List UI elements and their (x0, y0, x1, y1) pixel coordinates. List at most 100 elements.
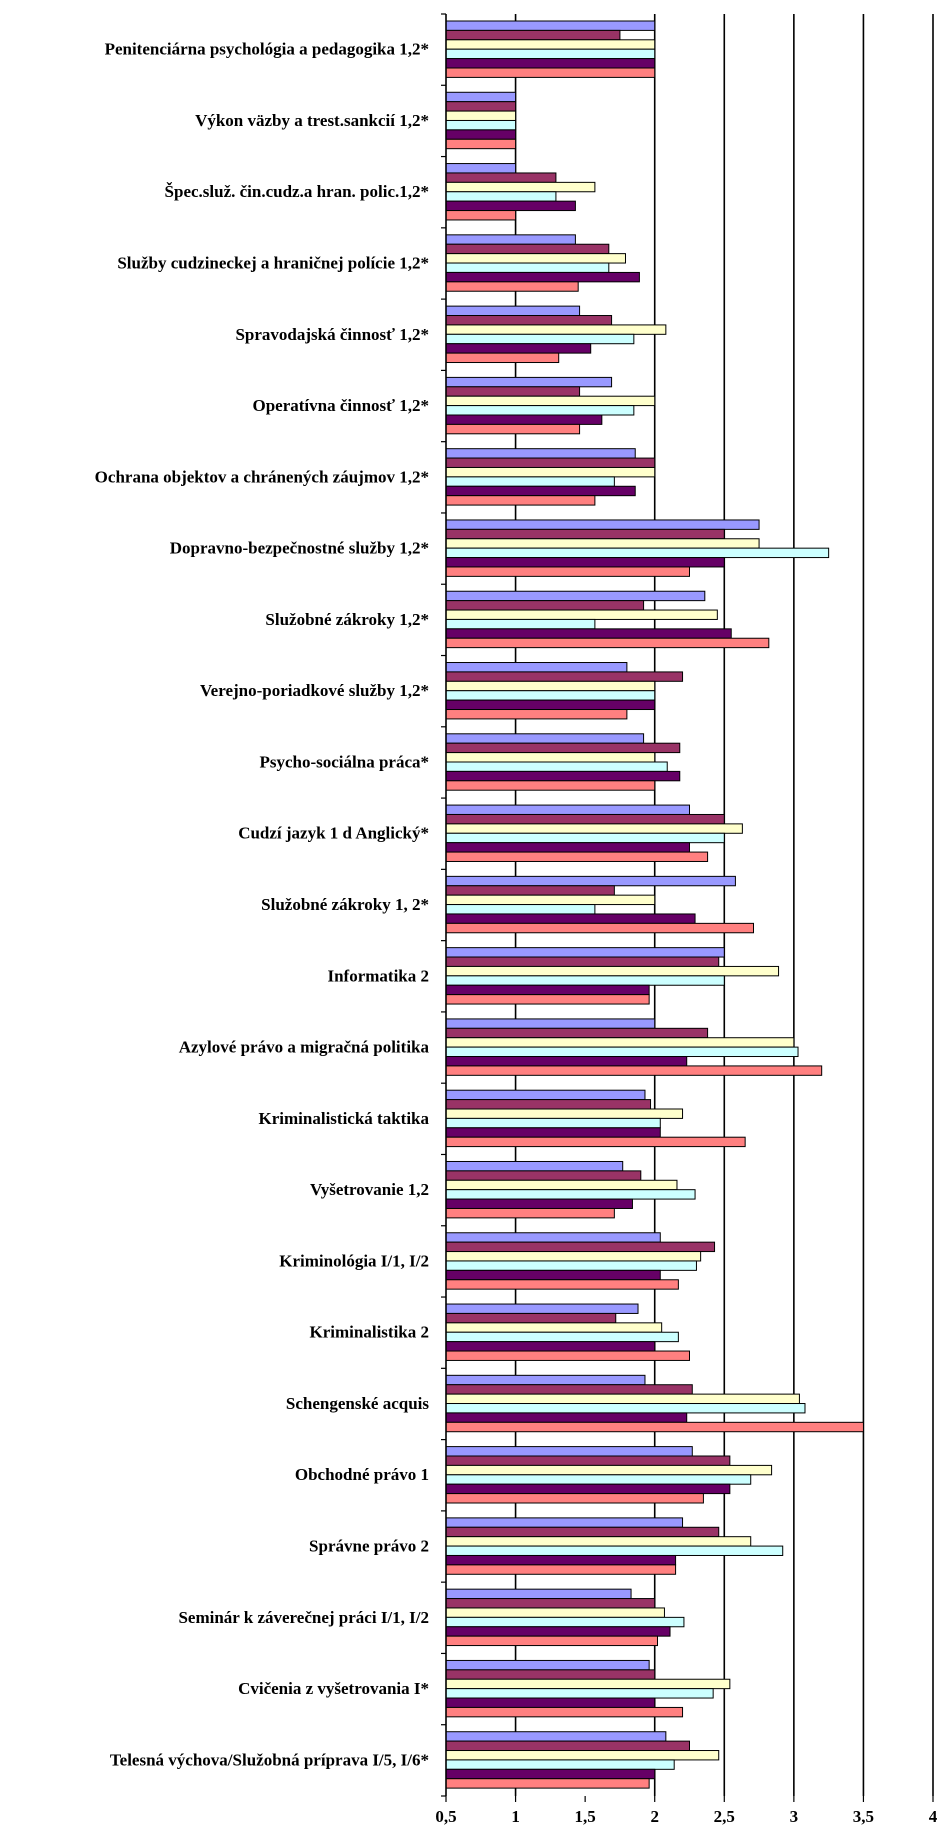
bar (445, 448, 636, 459)
category-label: Služobné zákroky 1, 2* (261, 895, 429, 914)
category-label: Vyšetrovanie 1,2 (310, 1180, 429, 1199)
bar (445, 875, 736, 887)
bar (445, 742, 681, 754)
bar (445, 1616, 685, 1628)
bar (445, 1412, 688, 1423)
bar (445, 1189, 696, 1200)
category-label: Správne právo 2 (309, 1537, 429, 1556)
bar (445, 975, 725, 986)
category-label: Špec.služ. čin.cudz.a hran. polic.1,2* (165, 182, 429, 201)
tick-label: 3,5 (853, 1807, 874, 1826)
bar (445, 395, 656, 407)
bar (445, 528, 725, 540)
bar (445, 538, 760, 549)
bar (445, 110, 517, 121)
bar (445, 1588, 632, 1600)
bar (445, 851, 709, 862)
bar (445, 813, 725, 825)
bar (445, 1564, 677, 1575)
bar (445, 172, 557, 183)
bar (445, 600, 645, 611)
category-label: Cudzí jazyk 1 d Anglický* (238, 824, 429, 843)
bar (445, 965, 780, 977)
bar (445, 324, 667, 335)
bar (445, 1536, 752, 1547)
bar (445, 770, 681, 782)
bar (445, 1179, 678, 1191)
bar (445, 1768, 656, 1780)
bar (445, 1108, 684, 1119)
category-label: Cvičenia z vyšetrovania I* (238, 1679, 429, 1698)
bar (445, 1697, 656, 1708)
bar (445, 457, 656, 468)
category-label: Seminár k záverečnej práci I/1, I/2 (178, 1608, 429, 1627)
bar (445, 1526, 720, 1538)
bar (445, 1198, 633, 1209)
bar (445, 210, 517, 221)
bar (445, 1517, 684, 1528)
bar (445, 414, 603, 425)
x-axis-ticks: 0,5 1 1,5 2 2,5 3 3,5 4 (435, 1807, 937, 1826)
bar (445, 1303, 639, 1314)
bar (445, 1170, 642, 1181)
bar (445, 386, 581, 397)
bar (445, 1018, 656, 1029)
bar (445, 1127, 661, 1138)
bar (445, 1403, 806, 1414)
tick-label: 4 (929, 1807, 938, 1826)
bar (445, 181, 596, 193)
bar (445, 333, 635, 345)
bar (445, 1446, 693, 1457)
bar (445, 984, 650, 996)
bars (445, 20, 864, 1789)
category-label: Kriminalistika 2 (310, 1323, 429, 1342)
category-label: Telesná výchova/Služobná príprava I/5, I… (110, 1750, 429, 1769)
bar (445, 609, 718, 620)
category-label: Služobné zákroky 1,2* (265, 610, 429, 629)
bar (445, 780, 656, 791)
category-label: Služby cudzineckej a hraničnej polície 1… (117, 253, 429, 272)
bar (445, 352, 560, 364)
bar (445, 1056, 688, 1067)
bar (445, 519, 760, 530)
bar (445, 1207, 615, 1219)
bar (445, 1493, 704, 1504)
bar (445, 20, 656, 31)
tick-label: 2 (650, 1807, 659, 1826)
bar (445, 200, 576, 212)
bar (445, 1393, 800, 1405)
bar (445, 67, 656, 78)
y-axis (441, 13, 934, 1802)
bar (445, 48, 656, 60)
bar (445, 101, 517, 112)
tick-label: 1 (511, 1807, 520, 1826)
bar (445, 271, 640, 283)
bar (445, 733, 645, 744)
category-label: Ochrana objektov a chránených záujmov 1,… (95, 467, 429, 486)
bar (445, 91, 517, 103)
bar (445, 234, 576, 245)
bar (445, 709, 628, 720)
bar (445, 547, 830, 559)
bar (445, 58, 656, 69)
bar (445, 1384, 693, 1395)
bar (445, 1322, 663, 1333)
bar (445, 315, 613, 326)
tick-label: 1,5 (575, 1807, 596, 1826)
bar (445, 1688, 714, 1699)
bar (445, 1037, 795, 1048)
bar (445, 671, 684, 682)
bar (445, 1241, 716, 1253)
category-label: Penitenciárna psychológia a pedagogika 1… (105, 40, 429, 59)
tick-label: 2,5 (714, 1807, 735, 1826)
bar (445, 1483, 731, 1495)
bar (445, 39, 656, 50)
bar (445, 305, 581, 317)
category-label: Dopravno-bezpečnostné služby 1,2* (170, 539, 429, 558)
bar (445, 913, 696, 924)
bar (445, 1331, 679, 1343)
bar (445, 1260, 697, 1271)
bar (445, 1160, 624, 1172)
bar (445, 618, 596, 630)
category-label: Psycho-sociálna práca* (259, 752, 429, 771)
